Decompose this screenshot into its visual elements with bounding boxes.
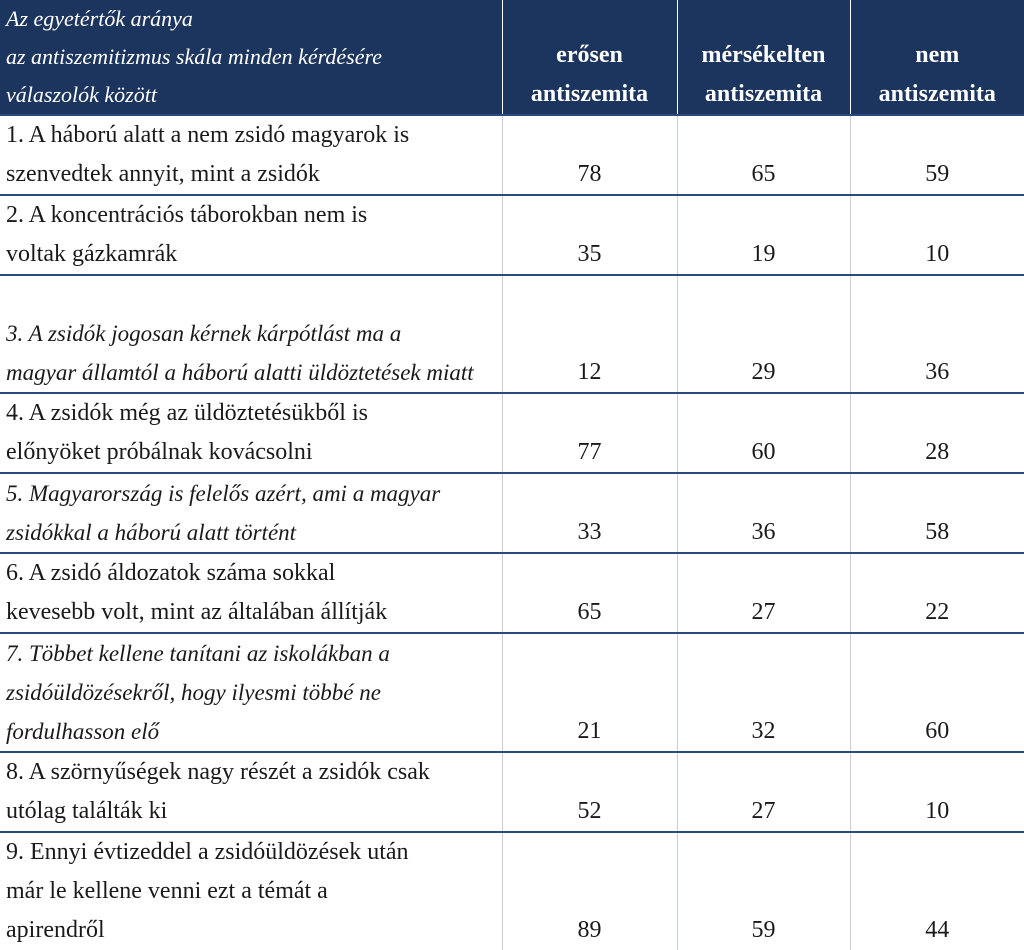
value-cell: 77 bbox=[501, 392, 677, 473]
table-row: 1. A háború alatt a nem zsidó magyarok i… bbox=[0, 114, 1024, 195]
question-label: 7. Többet kellene tanítani az iskolákban… bbox=[0, 632, 502, 752]
question-label: 1. A háború alatt a nem zsidó magyarok i… bbox=[0, 114, 502, 195]
table-row: 4. A zsidók még az üldöztetésükből is el… bbox=[0, 392, 1024, 473]
value-cell: 22 bbox=[849, 552, 1024, 633]
value-cell: 32 bbox=[676, 632, 850, 752]
table-row: 2. A koncentrációs táborokban nem is vol… bbox=[0, 194, 1024, 275]
table-body: 1. A háború alatt a nem zsidó magyarok i… bbox=[0, 114, 1024, 950]
table-row: 5. Magyarország is felelős azért, ami a … bbox=[0, 472, 1024, 553]
value-cell: 89 bbox=[501, 831, 677, 950]
value-cell: 29 bbox=[676, 274, 850, 393]
column-header-strongly-antisemitic: erősen antiszemita bbox=[501, 0, 677, 115]
question-label: 4. A zsidók még az üldöztetésükből is el… bbox=[0, 392, 502, 473]
table-row: 7. Többet kellene tanítani az iskolákban… bbox=[0, 632, 1024, 752]
value-cell: 36 bbox=[676, 472, 850, 553]
table-header: Az egyetértők aránya az antiszemitizmus … bbox=[0, 0, 1024, 115]
table-title: Az egyetértők aránya az antiszemitizmus … bbox=[0, 0, 502, 115]
value-cell: 44 bbox=[849, 831, 1024, 950]
question-label: 3. A zsidók jogosan kérnek kárpótlást ma… bbox=[0, 274, 502, 393]
column-header-label: mérsékelten antiszemita bbox=[701, 42, 826, 107]
question-label: 2. A koncentrációs táborokban nem is vol… bbox=[0, 194, 502, 275]
value-cell: 28 bbox=[849, 392, 1024, 473]
value-cell: 59 bbox=[849, 114, 1024, 195]
value-cell: 21 bbox=[501, 632, 677, 752]
value-cell: 10 bbox=[849, 194, 1024, 275]
value-cell: 19 bbox=[676, 194, 850, 275]
value-cell: 59 bbox=[676, 831, 850, 950]
value-cell: 60 bbox=[849, 632, 1024, 752]
value-cell: 60 bbox=[676, 392, 850, 473]
header-row: Az egyetértők aránya az antiszemitizmus … bbox=[0, 0, 1024, 115]
table-row: 9. Ennyi évtizeddel a zsidóüldözések utá… bbox=[0, 831, 1024, 950]
value-cell: 65 bbox=[501, 552, 677, 633]
value-cell: 65 bbox=[676, 114, 850, 195]
value-cell: 78 bbox=[501, 114, 677, 195]
value-cell: 58 bbox=[849, 472, 1024, 553]
value-cell: 27 bbox=[676, 751, 850, 832]
question-label: 6. A zsidó áldozatok száma sokkal kevese… bbox=[0, 552, 502, 633]
value-cell: 12 bbox=[501, 274, 677, 393]
value-cell: 35 bbox=[501, 194, 677, 275]
column-header-label: erősen antiszemita bbox=[530, 42, 649, 107]
column-header-not-antisemitic: nem antiszemita bbox=[849, 0, 1024, 115]
table-row: 6. A zsidó áldozatok száma sokkal kevese… bbox=[0, 552, 1024, 633]
table-row: 8. A szörnyűségek nagy részét a zsidók c… bbox=[0, 751, 1024, 832]
value-cell: 33 bbox=[501, 472, 677, 553]
value-cell: 10 bbox=[849, 751, 1024, 832]
question-label: 5. Magyarország is felelős azért, ami a … bbox=[0, 472, 502, 553]
table-row: 3. A zsidók jogosan kérnek kárpótlást ma… bbox=[0, 274, 1024, 393]
column-header-label: nem antiszemita bbox=[878, 42, 996, 107]
value-cell: 36 bbox=[849, 274, 1024, 393]
question-label: 9. Ennyi évtizeddel a zsidóüldözések utá… bbox=[0, 831, 502, 950]
question-label: 8. A szörnyűségek nagy részét a zsidók c… bbox=[0, 751, 502, 832]
value-cell: 52 bbox=[501, 751, 677, 832]
column-header-moderately-antisemitic: mérsékelten antiszemita bbox=[676, 0, 850, 115]
value-cell: 27 bbox=[676, 552, 850, 633]
